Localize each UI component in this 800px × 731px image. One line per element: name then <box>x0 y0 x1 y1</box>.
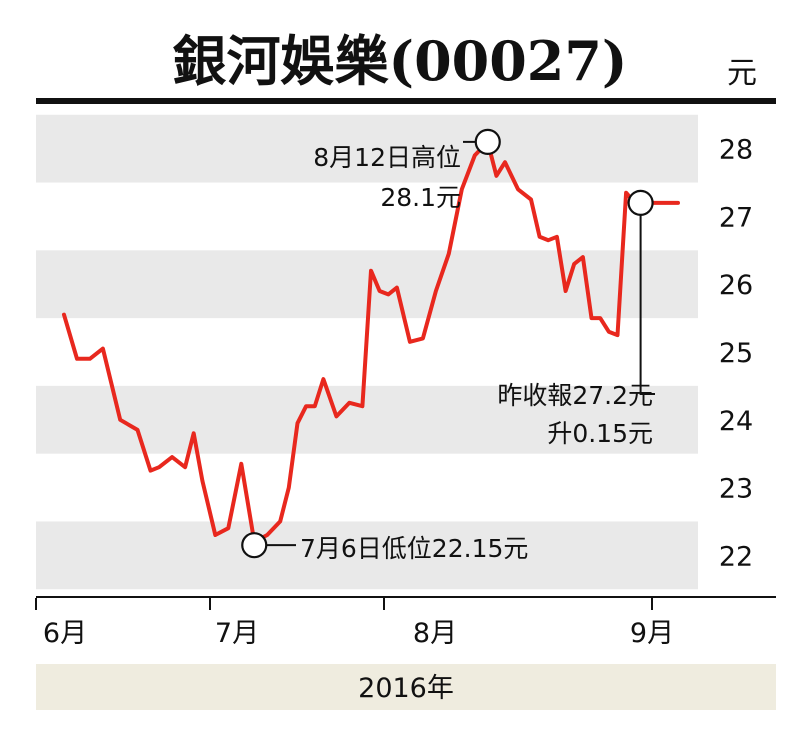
y-tick-label: 22 <box>719 541 753 572</box>
annotation-close-line2: 升0.15元 <box>547 419 653 448</box>
x-tick-label: 9月 <box>630 618 674 649</box>
x-tick-mark <box>35 598 37 610</box>
marker-high <box>474 128 501 155</box>
year-band <box>36 664 776 710</box>
x-tick-mark <box>209 598 211 610</box>
x-tick-label: 8月 <box>413 618 457 649</box>
grid-band <box>36 114 698 183</box>
grid-band <box>36 385 698 454</box>
x-tick-mark <box>383 598 385 610</box>
annotation-markers <box>241 128 654 559</box>
leader-close <box>639 214 655 395</box>
y-tick-label: 28 <box>719 135 753 166</box>
annotation-close-line1: 昨收報27.2元 <box>497 381 653 410</box>
annotation-high-line1: 8月12日高位 <box>313 143 461 172</box>
annotation-leaders <box>266 140 655 547</box>
title-rule <box>36 98 776 104</box>
y-axis-ticks: 22 23 24 25 26 27 28 <box>719 135 753 573</box>
grid-band <box>36 521 698 590</box>
chart-title: 銀河娛樂(00027) <box>173 29 628 93</box>
price-line <box>62 139 680 544</box>
marker-close <box>627 189 654 216</box>
marker-low <box>241 532 268 559</box>
x-axis-line <box>36 596 776 598</box>
x-tick-mark <box>651 598 653 610</box>
y-tick-label: 23 <box>719 474 753 505</box>
unit-label: 元 <box>727 56 757 91</box>
x-tick-label: 6月 <box>43 618 87 649</box>
y-tick-label: 26 <box>719 270 753 301</box>
y-tick-label: 25 <box>719 338 753 369</box>
annotation-high-line2: 28.1元 <box>380 183 461 212</box>
annotation-low-label: 7月6日低位22.15元 <box>300 534 528 563</box>
year-label: 2016年 <box>358 673 454 704</box>
y-tick-label: 24 <box>719 406 753 437</box>
x-tick-label: 7月 <box>215 618 259 649</box>
y-tick-label: 27 <box>719 202 753 233</box>
x-axis-ticks: 6月 7月 8月 9月 <box>35 598 674 649</box>
